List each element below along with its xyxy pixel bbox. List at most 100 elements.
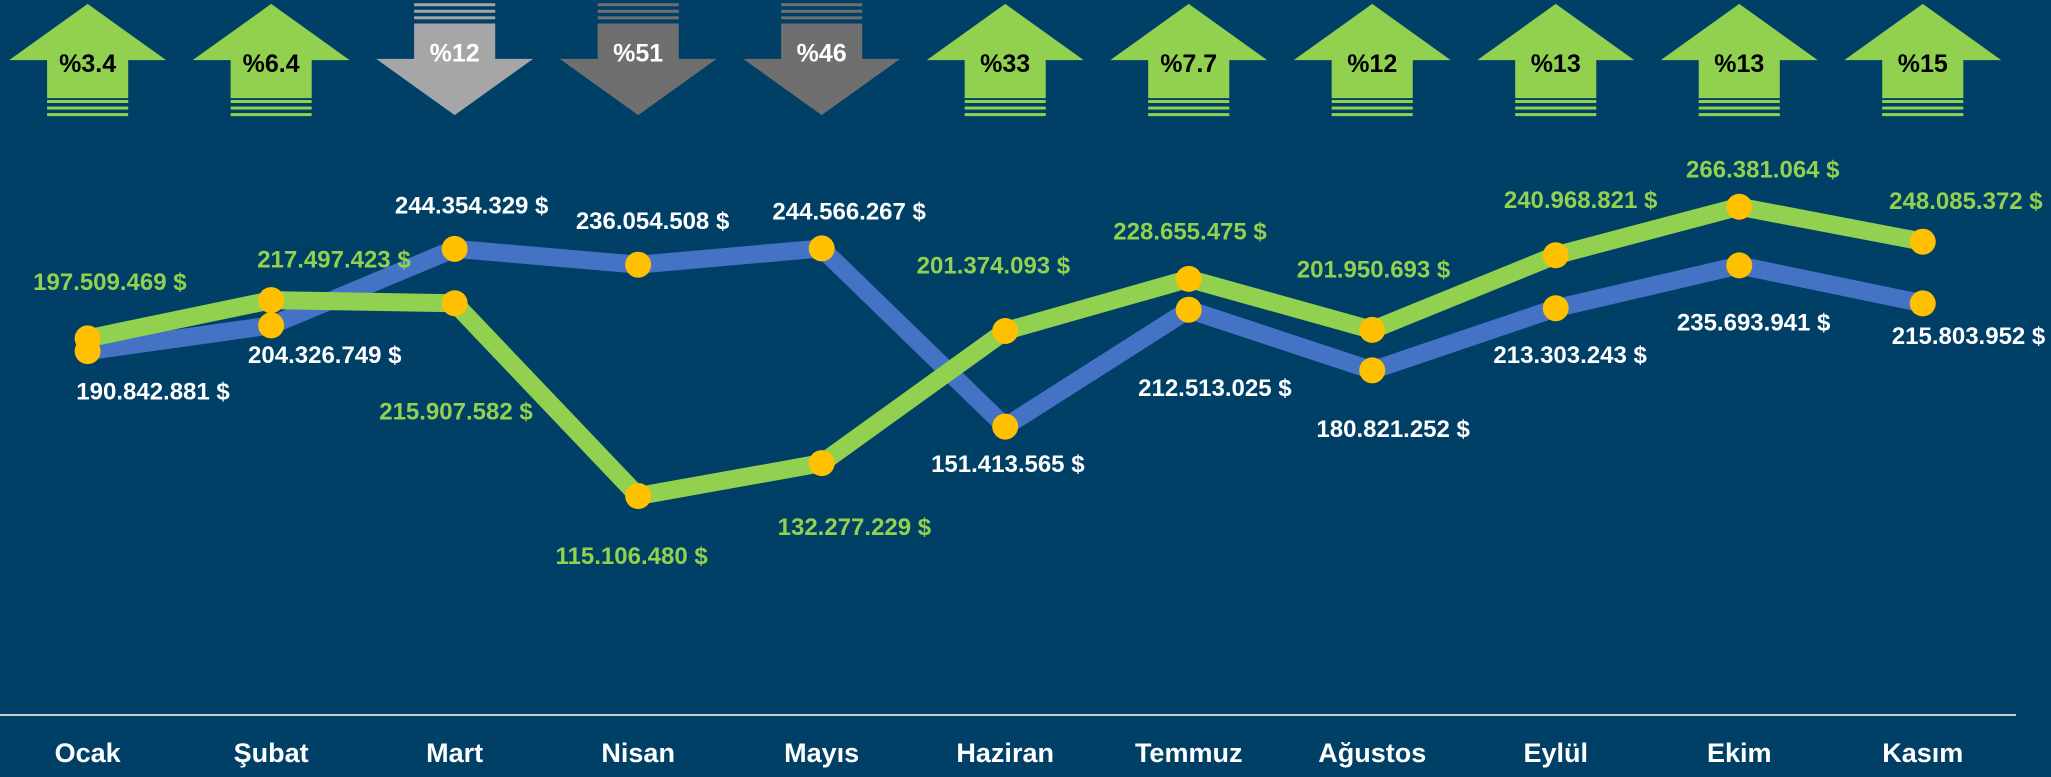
point-marker — [1726, 252, 1753, 279]
arrow-body — [9, 3, 167, 99]
point-marker — [992, 413, 1019, 440]
arrow-stripe — [781, 9, 863, 13]
arrow-stripe — [597, 3, 679, 7]
arrow-stripe — [781, 3, 863, 7]
arrow-stripe — [1515, 100, 1597, 104]
change-arrow — [1477, 3, 1635, 117]
x-tick-label: Ağustos — [1318, 738, 1426, 768]
arrow-stripe — [597, 9, 679, 13]
change-arrow — [376, 3, 534, 116]
point-marker — [441, 235, 468, 262]
point-marker — [1175, 296, 1202, 323]
point-marker — [625, 251, 652, 278]
arrow-body — [1844, 3, 2002, 99]
value-label: 197.509.469 $ — [33, 269, 187, 296]
change-arrow — [1844, 3, 2002, 117]
arrow-stripe — [1882, 100, 1964, 104]
arrow-body — [743, 23, 901, 116]
x-tick-label: Nisan — [601, 738, 675, 768]
change-label: %7.7 — [1160, 50, 1217, 78]
point-marker — [1175, 265, 1202, 292]
value-label: 151.413.565 $ — [931, 451, 1085, 478]
change-arrow — [1660, 3, 1818, 117]
value-label: 213.303.243 $ — [1493, 342, 1647, 369]
point-marker — [258, 287, 285, 314]
value-label: 212.513.025 $ — [1138, 375, 1292, 402]
x-tick-label: Kasım — [1882, 738, 1963, 768]
x-tick-label: Mart — [426, 738, 483, 768]
arrow-body — [559, 23, 717, 116]
arrow-stripe — [1698, 100, 1780, 104]
point-marker — [1359, 316, 1386, 343]
value-label: 215.803.952 $ — [1892, 323, 2046, 350]
x-tick-label: Ocak — [55, 738, 122, 768]
arrow-body — [926, 3, 1084, 99]
value-label: 215.907.582 $ — [379, 398, 533, 425]
arrow-stripe — [230, 100, 312, 104]
arrow-stripe — [47, 106, 129, 110]
x-tick-label: Temmuz — [1135, 738, 1243, 768]
point-marker — [74, 325, 101, 352]
x-tick-label: Ekim — [1707, 738, 1772, 768]
arrow-stripe — [1882, 113, 1964, 117]
change-arrow — [9, 3, 167, 117]
value-label: 240.968.821 $ — [1504, 187, 1658, 214]
value-label: 266.381.064 $ — [1686, 157, 1840, 184]
change-label: %3.4 — [59, 50, 116, 78]
value-label: 115.106.480 $ — [556, 543, 709, 570]
arrow-stripe — [1331, 106, 1413, 110]
change-arrow — [926, 3, 1084, 117]
change-label: %15 — [1898, 50, 1948, 78]
value-label: 236.054.508 $ — [576, 208, 730, 235]
change-arrow — [192, 3, 350, 117]
change-label: %6.4 — [243, 50, 300, 78]
arrow-stripe — [1515, 113, 1597, 117]
x-tick-label: Eylül — [1523, 738, 1588, 768]
change-label: %51 — [613, 40, 663, 68]
arrow-stripe — [1148, 113, 1230, 117]
value-label: 204.326.749 $ — [248, 342, 402, 369]
point-marker — [258, 312, 285, 339]
point-marker — [992, 318, 1019, 345]
value-label: 217.497.423 $ — [257, 246, 411, 273]
point-marker — [441, 290, 468, 317]
change-arrow — [559, 3, 717, 116]
x-tick-label: Haziran — [956, 738, 1054, 768]
point-marker — [1909, 290, 1936, 317]
value-label: 132.277.229 $ — [778, 514, 932, 541]
arrow-stripe — [1882, 106, 1964, 110]
value-label: 201.374.093 $ — [917, 252, 1071, 279]
arrow-stripe — [964, 100, 1046, 104]
value-label: 190.842.881 $ — [76, 378, 230, 405]
point-marker — [1359, 357, 1386, 384]
arrow-stripe — [964, 113, 1046, 117]
point-marker — [1726, 193, 1753, 220]
change-label: %46 — [797, 40, 847, 68]
arrow-stripe — [230, 106, 312, 110]
arrow-body — [1660, 3, 1818, 99]
arrow-stripe — [1148, 100, 1230, 104]
value-label: 180.821.252 $ — [1316, 416, 1470, 443]
point-marker — [808, 235, 835, 262]
arrow-stripe — [414, 16, 496, 20]
change-arrow — [743, 3, 901, 116]
value-label: 244.566.267 $ — [772, 198, 926, 225]
arrow-stripe — [1698, 106, 1780, 110]
arrow-body — [1477, 3, 1635, 99]
arrow-stripe — [597, 16, 679, 20]
arrow-stripe — [414, 3, 496, 7]
value-label: 235.693.941 $ — [1677, 310, 1831, 337]
change-label: %13 — [1531, 50, 1581, 78]
change-arrow — [1110, 3, 1268, 117]
point-marker — [1909, 228, 1936, 255]
value-label: 248.085.372 $ — [1889, 188, 2043, 215]
point-marker — [625, 483, 652, 509]
change-label: %12 — [1347, 50, 1397, 78]
arrow-body — [192, 3, 350, 99]
x-tick-label: Mayıs — [784, 738, 859, 768]
arrow-stripe — [1331, 113, 1413, 117]
point-marker — [1542, 242, 1569, 269]
